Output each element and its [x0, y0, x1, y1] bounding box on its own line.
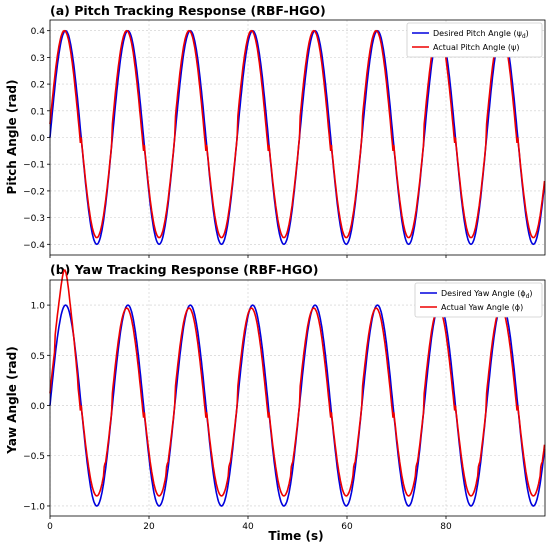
pitch-ylabel: Pitch Angle (rad) [5, 80, 19, 195]
pitch-ytick-label: 0.1 [31, 107, 45, 117]
yaw-legend-label: Desired Yaw Angle (ϕd) [441, 289, 533, 300]
pitch-ytick-label: −0.1 [23, 161, 45, 171]
pitch-ytick-label: −0.3 [23, 214, 45, 224]
pitch-title: (a) Pitch Tracking Response (RBF-HGO) [50, 3, 326, 18]
yaw-title: (b) Yaw Tracking Response (RBF-HGO) [50, 262, 318, 277]
yaw-panel: (b) Yaw Tracking Response (RBF-HGO) Yaw … [5, 262, 546, 543]
pitch-legend-label: Actual Pitch Angle (ψ) [433, 43, 519, 52]
pitch-ytick-label: −0.2 [23, 187, 45, 197]
yaw-xtick-label: 0 [47, 522, 53, 532]
pitch-panel: (a) Pitch Tracking Response (RBF-HGO) Pi… [5, 3, 546, 258]
yaw-xtick-label: 60 [341, 522, 353, 532]
yaw-xtick-label: 80 [440, 522, 452, 532]
yaw-ytick-label: −0.5 [23, 452, 45, 462]
pitch-ytick-label: 0.3 [31, 54, 45, 64]
yaw-legend-label: Actual Yaw Angle (ϕ) [441, 303, 523, 312]
pitch-series-actual-line [49, 29, 546, 239]
pitch-ytick-label: −0.4 [23, 241, 45, 251]
yaw-legend [414, 282, 543, 318]
yaw-ytick-label: 0.5 [31, 352, 45, 362]
pitch-legend-label: Desired Pitch Angle (ψd) [433, 29, 529, 40]
yaw-plot-frame [49, 279, 546, 517]
pitch-legend [406, 22, 543, 58]
yaw-series-actual-line [49, 269, 546, 497]
pitch-ytick-label: 0.4 [31, 27, 46, 37]
yaw-ytick-label: −1.0 [23, 502, 45, 512]
yaw-ylabel: Yaw Angle (rad) [5, 346, 19, 454]
yaw-ytick-label: 0.0 [31, 402, 46, 412]
pitch-ytick-label: 0.2 [31, 81, 45, 91]
pitch-ytick-label: 0.0 [31, 134, 46, 144]
yaw-xlabel: Time (s) [268, 529, 323, 543]
yaw-xtick-label: 40 [242, 522, 254, 532]
yaw-ytick-label: 1.0 [31, 302, 46, 312]
yaw-xtick-label: 20 [143, 522, 155, 532]
